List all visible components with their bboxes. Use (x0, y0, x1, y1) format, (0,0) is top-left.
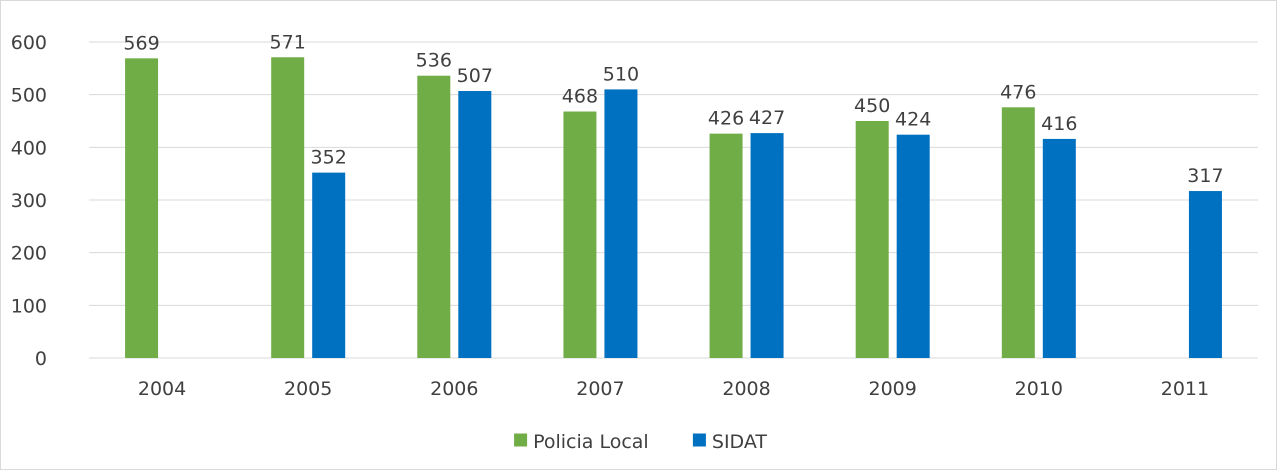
y-tick-label: 500 (11, 85, 47, 107)
bar-policia-local-2010 (1001, 107, 1035, 358)
x-tick-label: 2009 (869, 378, 917, 400)
bar-sidat-2008 (750, 133, 784, 358)
bar-sidat-2009 (896, 134, 930, 358)
data-label: 427 (749, 107, 785, 129)
gridlines (89, 41, 1258, 359)
data-label: 352 (311, 147, 347, 169)
legend-swatch (514, 433, 528, 447)
bars (125, 57, 1222, 359)
y-tick-label: 200 (11, 243, 47, 265)
bar-sidat-2011 (1188, 191, 1222, 358)
data-label: 450 (854, 95, 890, 117)
data-label: 571 (270, 31, 306, 53)
data-label: 468 (562, 86, 598, 108)
x-tick-label: 2005 (284, 378, 332, 400)
legend-label: Policia Local (533, 431, 649, 453)
y-tick-label: 600 (11, 32, 47, 54)
legend-item-sidat: SIDAT (692, 431, 767, 453)
y-tick-label: 300 (11, 190, 47, 212)
data-label: 317 (1187, 165, 1223, 187)
legend-item-policia-local: Policia Local (514, 431, 649, 453)
x-tick-label: 2010 (1015, 378, 1063, 400)
data-label: 510 (603, 63, 639, 85)
bar-sidat-2006 (458, 90, 492, 358)
x-tick-label: 2004 (138, 378, 186, 400)
y-tick-label: 0 (35, 348, 47, 370)
legend-swatch (692, 433, 706, 447)
data-label: 536 (416, 50, 452, 72)
y-axis-ticks: 0 100 200 300 400 500 600 (11, 32, 47, 370)
bar-policia-local-2004 (125, 58, 159, 359)
data-label: 476 (1000, 81, 1036, 103)
data-label: 426 (708, 108, 744, 130)
data-label: 507 (457, 65, 493, 87)
x-tick-label: 2008 (722, 378, 770, 400)
y-tick-label: 100 (11, 295, 47, 317)
data-label: 416 (1041, 113, 1077, 135)
x-tick-label: 2006 (430, 378, 478, 400)
data-label: 569 (123, 32, 159, 54)
y-tick-label: 400 (11, 137, 47, 159)
bar-policia-local-2009 (855, 121, 889, 358)
x-tick-label: 2007 (576, 378, 624, 400)
bar-policia-local-2008 (709, 133, 743, 358)
bar-sidat-2005 (312, 172, 346, 358)
bar-sidat-2007 (604, 89, 638, 359)
bar-sidat-2010 (1042, 138, 1076, 358)
bar-policia-local-2006 (417, 75, 451, 358)
legend: Policia Local SIDAT (514, 431, 767, 453)
x-axis-ticks: 2004 2005 2006 2007 2008 2009 2010 2011 (138, 378, 1209, 400)
bar-policia-local-2005 (271, 57, 305, 358)
legend-label: SIDAT (712, 431, 767, 453)
data-label: 424 (895, 109, 931, 131)
x-tick-label: 2011 (1161, 378, 1209, 400)
bar-policia-local-2007 (563, 111, 597, 359)
